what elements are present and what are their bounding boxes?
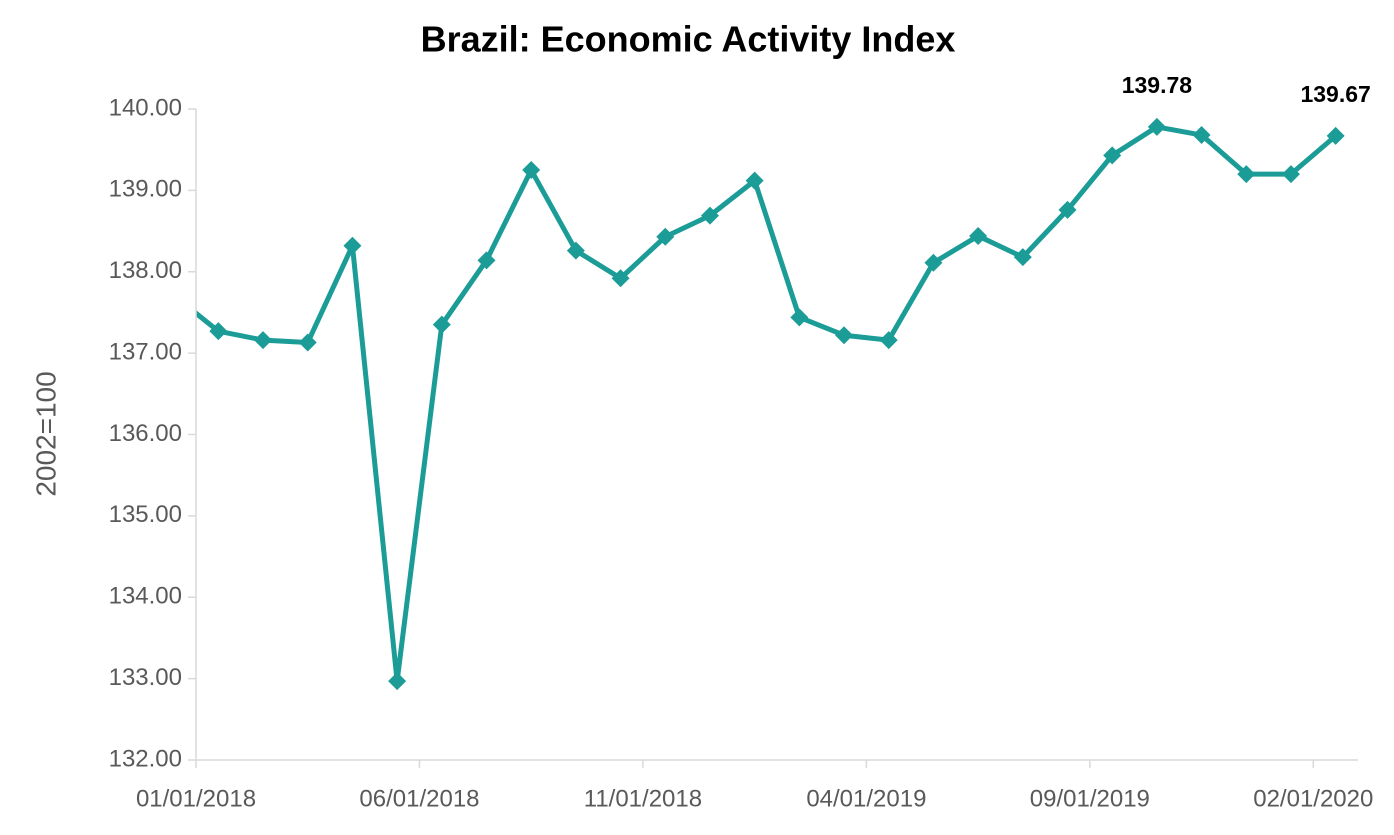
- y-tick-label: 137.00: [109, 338, 182, 365]
- data-point: [1013, 248, 1032, 267]
- y-tick-label: 133.00: [109, 664, 182, 691]
- data-point: [700, 206, 719, 225]
- x-tick-label: 06/01/2018: [359, 785, 479, 812]
- x-tick-label: 11/01/2018: [584, 785, 702, 812]
- data-point: [656, 227, 675, 246]
- chart-title: Brazil: Economic Activity Index: [421, 19, 956, 60]
- x-tick-label: 02/01/2020: [1253, 785, 1373, 812]
- y-tick-label: 135.00: [109, 501, 182, 528]
- x-tick-label: 01/01/2018: [136, 785, 256, 812]
- x-tick-label: 09/01/2019: [1030, 785, 1150, 812]
- data-label: 139.78: [1122, 72, 1193, 98]
- data-point: [566, 241, 585, 260]
- data-point: [1281, 165, 1300, 184]
- data-point: [343, 236, 362, 255]
- data-point: [879, 331, 898, 350]
- y-tick-label: 136.00: [109, 420, 182, 447]
- data-point: [209, 322, 228, 341]
- data-point: [1237, 165, 1256, 184]
- data-point: [432, 315, 451, 334]
- y-tick-label: 140.00: [109, 94, 182, 121]
- data-point: [790, 308, 809, 327]
- data-point: [298, 333, 317, 352]
- x-tick-label: 04/01/2019: [806, 785, 926, 812]
- y-tick-label: 139.00: [109, 176, 182, 203]
- data-point: [835, 326, 854, 345]
- data-point: [477, 251, 496, 270]
- data-label: 139.67: [1300, 81, 1370, 107]
- plot-area: [165, 117, 1345, 691]
- data-point: [1326, 126, 1345, 145]
- data-point: [1147, 117, 1166, 136]
- data-point: [522, 161, 541, 180]
- data-point: [924, 253, 943, 272]
- data-point: [1103, 146, 1122, 165]
- data-point: [254, 331, 273, 350]
- data-point: [745, 171, 764, 190]
- data-point: [1058, 200, 1077, 219]
- data-point: [165, 286, 183, 304]
- data-point: [611, 269, 630, 288]
- y-tick-label: 138.00: [109, 257, 182, 284]
- series-line: [196, 124, 1338, 684]
- y-axis-title: 2002=100: [30, 371, 61, 496]
- y-tick-label: 134.00: [109, 583, 182, 610]
- data-point: [969, 226, 988, 245]
- data-point: [388, 672, 407, 691]
- y-tick-label: 132.00: [109, 745, 182, 772]
- data-point: [1192, 126, 1211, 145]
